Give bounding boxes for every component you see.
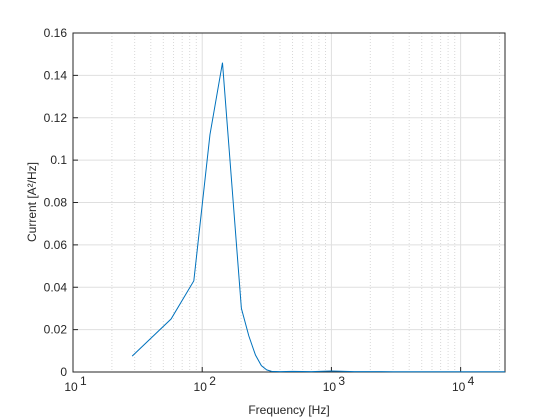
x-tick-exponent: 4 xyxy=(468,374,475,388)
y-tick-label: 0.08 xyxy=(44,196,68,210)
x-tick-label: 10 xyxy=(323,380,337,394)
x-tick-exponent: 2 xyxy=(209,374,216,388)
x-tick-label: 10 xyxy=(452,380,466,394)
x-tick-exponent: 1 xyxy=(80,374,87,388)
x-tick-label: 10 xyxy=(64,380,78,394)
y-tick-label: 0.06 xyxy=(44,238,68,252)
y-tick-label: 0.12 xyxy=(44,111,68,125)
y-tick-label: 0.04 xyxy=(44,280,68,294)
y-tick-label: 0.14 xyxy=(44,68,68,82)
x-axis-label: Frequency [Hz] xyxy=(248,403,329,417)
y-tick-label: 0.1 xyxy=(50,153,67,167)
axes-box xyxy=(72,32,506,373)
y-tick-label: 0.16 xyxy=(44,26,68,40)
series-line xyxy=(131,62,505,373)
y-tick-label: 0 xyxy=(60,365,67,379)
y-axis-label: Current [A²/Hz] xyxy=(25,162,39,242)
x-tick-exponent: 3 xyxy=(338,374,345,388)
y-tick-label: 0.02 xyxy=(44,323,68,337)
x-tick-label: 10 xyxy=(194,380,208,394)
